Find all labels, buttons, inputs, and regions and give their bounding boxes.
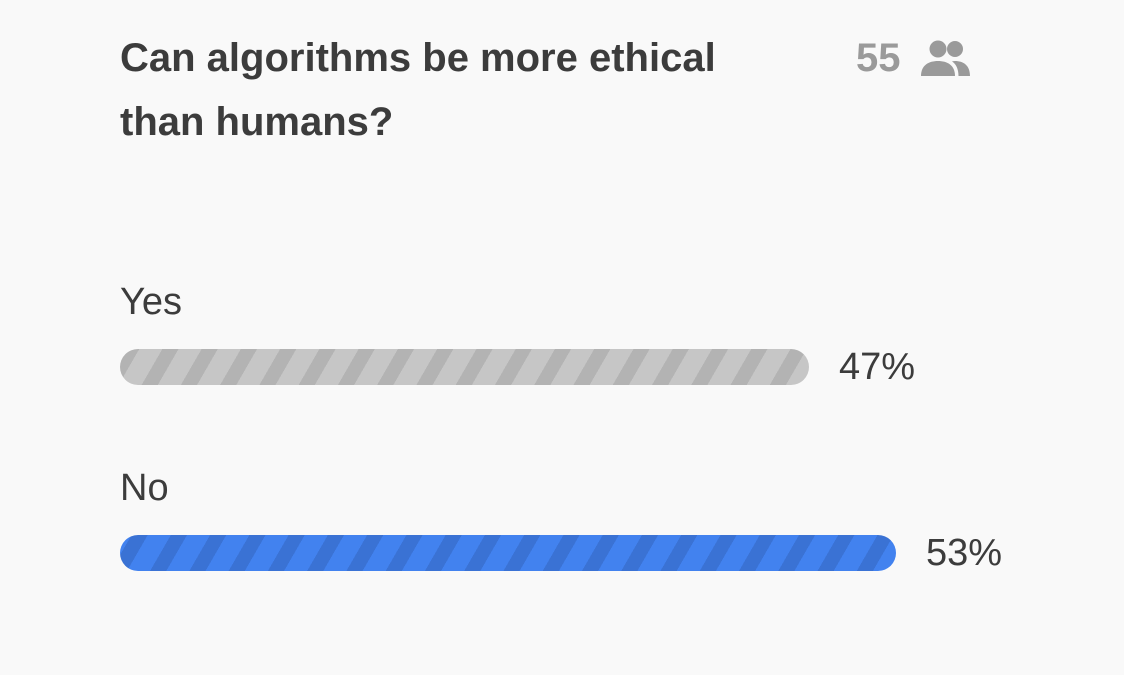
participant-count: 55 (856, 30, 971, 86)
result-bar-no (120, 535, 896, 571)
option-label: Yes (120, 281, 182, 323)
people-icon (920, 40, 970, 76)
result-bar-yes (120, 349, 809, 385)
participant-count-value: 55 (856, 36, 901, 80)
result-percent-yes: 47% (839, 346, 916, 388)
result-percent-no: 53% (926, 532, 1003, 574)
option-label: No (120, 467, 169, 509)
poll-question: Can algorithms be more ethical than huma… (120, 36, 716, 144)
